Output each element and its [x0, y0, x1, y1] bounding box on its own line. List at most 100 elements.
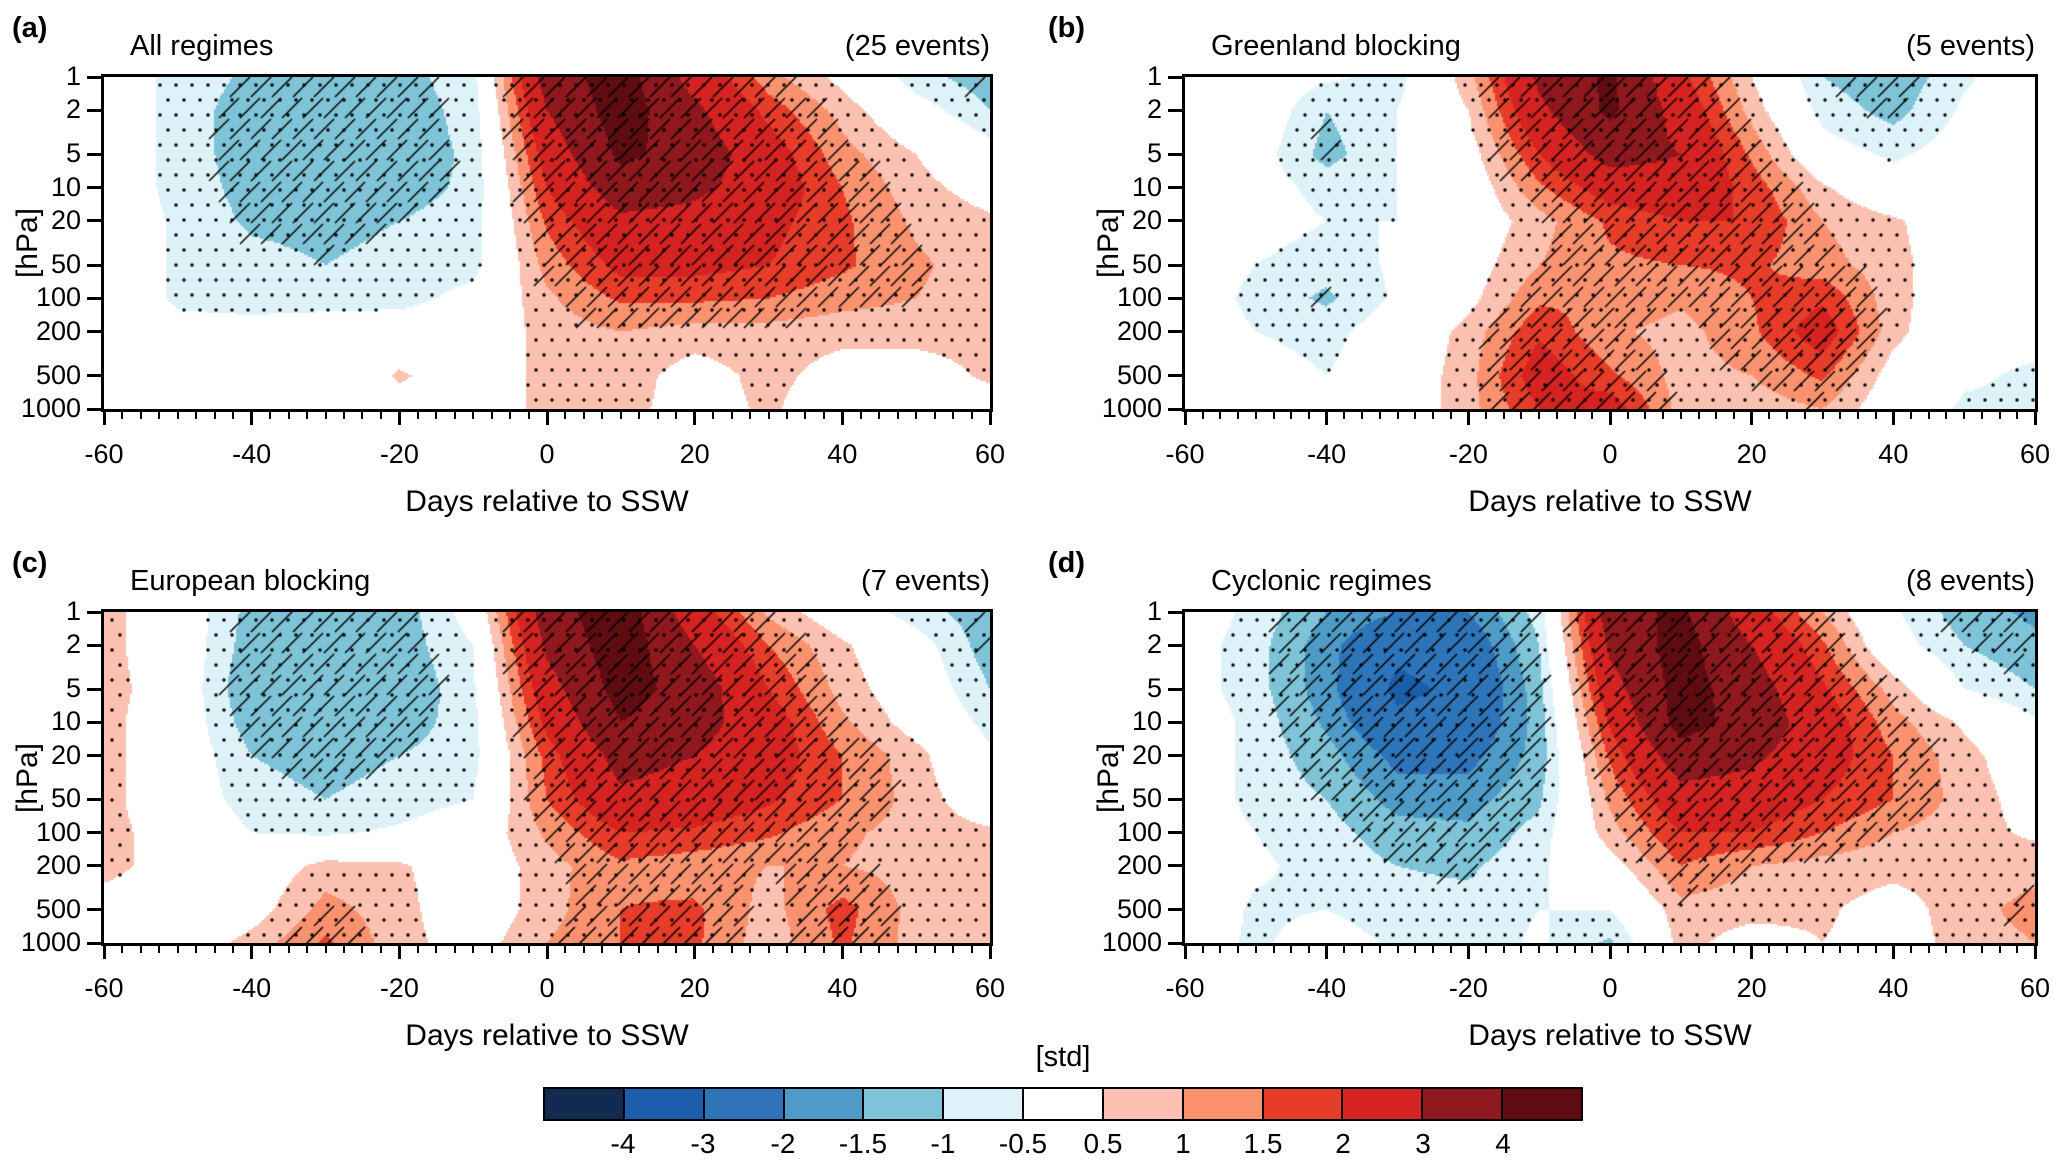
x-minor-tick — [1573, 946, 1576, 953]
panel-letter-a: (a) — [12, 12, 48, 44]
x-minor-tick — [213, 412, 216, 419]
y-tick-label: 1000 — [1101, 393, 1162, 423]
x-major-tick — [1325, 946, 1329, 959]
x-minor-tick — [1662, 412, 1665, 419]
x-major-tick — [988, 412, 992, 425]
y-tick-label: 20 — [1131, 739, 1162, 770]
x-minor-tick — [601, 412, 604, 419]
x-minor-tick — [509, 412, 512, 419]
x-minor-tick — [1254, 412, 1257, 419]
y-tick-label: 100 — [35, 816, 81, 847]
y-tick-label: 500 — [35, 893, 81, 924]
y-tick — [87, 864, 101, 868]
y-tick-label: 100 — [35, 282, 81, 313]
contour-canvas-b — [1185, 77, 2035, 409]
y-tick — [1168, 296, 1182, 300]
y-tick — [1168, 75, 1182, 79]
x-minor-tick — [1910, 946, 1913, 953]
x-minor-tick — [509, 946, 512, 953]
x-minor-tick — [1874, 412, 1877, 419]
x-axis-label-d: Days relative to SSW — [1468, 1019, 1752, 1052]
y-tick-label: 5 — [65, 138, 81, 169]
x-minor-tick — [435, 946, 438, 953]
x-minor-tick — [970, 412, 973, 419]
y-tick — [1168, 186, 1182, 190]
colorbar-tick-label: -0.5 — [998, 1128, 1048, 1159]
x-minor-tick — [1786, 412, 1789, 419]
x-tick-label: 60 — [2019, 973, 2051, 1003]
x-minor-tick — [379, 412, 382, 419]
x-minor-tick — [176, 946, 179, 953]
x-minor-tick — [324, 946, 327, 953]
x-minor-tick — [933, 946, 936, 953]
x-minor-tick — [158, 946, 161, 953]
x-tick-label: 0 — [1602, 973, 1618, 1003]
x-minor-tick — [1431, 412, 1434, 419]
x-minor-tick — [638, 412, 641, 419]
x-major-tick — [1466, 412, 1470, 425]
y-tick-label: 20 — [1131, 204, 1162, 235]
x-minor-tick — [896, 412, 899, 419]
y-tick — [1168, 831, 1182, 835]
x-minor-tick — [1485, 412, 1488, 419]
colorbar-tick-label: 1.5 — [1243, 1128, 1283, 1159]
x-minor-tick — [1201, 412, 1204, 419]
x-minor-tick — [453, 946, 456, 953]
x-minor-tick — [933, 412, 936, 419]
x-minor-tick — [970, 946, 973, 953]
x-minor-tick — [952, 412, 955, 419]
x-major-tick — [1325, 412, 1329, 425]
x-minor-tick — [1732, 946, 1735, 953]
x-minor-tick — [1361, 412, 1364, 419]
x-tick-label: -20 — [1448, 439, 1488, 469]
x-minor-tick — [2016, 412, 2019, 419]
x-minor-tick — [1591, 412, 1594, 419]
y-tick — [1168, 108, 1182, 112]
x-tick-label: -40 — [1307, 439, 1347, 469]
x-minor-tick — [176, 412, 179, 419]
x-minor-tick — [1378, 412, 1381, 419]
x-minor-tick — [1856, 412, 1859, 419]
y-tick-label: 5 — [1146, 673, 1162, 704]
y-tick-label: 100 — [1116, 816, 1162, 847]
x-minor-tick — [878, 946, 881, 953]
x-minor-tick — [269, 412, 272, 419]
x-minor-tick — [1927, 412, 1930, 419]
x-minor-tick — [656, 412, 659, 419]
x-minor-tick — [472, 412, 475, 419]
y-tick — [87, 908, 101, 912]
x-minor-tick — [490, 946, 493, 953]
x-major-tick — [1750, 412, 1754, 425]
x-minor-tick — [767, 946, 770, 953]
x-minor-tick — [1237, 412, 1240, 419]
x-tick-label: 40 — [827, 439, 858, 469]
contour-canvas-d — [1185, 612, 2035, 943]
x-axis-label-a: Days relative to SSW — [405, 485, 689, 518]
y-tick-label: 2 — [1146, 629, 1162, 660]
x-tick-label: 0 — [1602, 439, 1618, 469]
colorbar-segment-5 — [944, 1089, 1025, 1119]
contour-canvas-a — [104, 77, 990, 409]
x-minor-tick — [213, 946, 216, 953]
x-minor-tick — [730, 946, 733, 953]
x-major-tick — [250, 412, 254, 425]
x-minor-tick — [1396, 946, 1399, 953]
x-minor-tick — [361, 412, 364, 419]
x-minor-tick — [1361, 946, 1364, 953]
x-tick-label: 40 — [1878, 439, 1909, 469]
x-minor-tick — [1697, 412, 1700, 419]
events-count-a: (25 events) — [844, 30, 990, 62]
x-minor-tick — [1715, 412, 1718, 419]
x-major-tick — [250, 946, 254, 959]
x-major-tick — [1608, 412, 1612, 425]
y-tick — [1168, 374, 1182, 378]
x-minor-tick — [1839, 946, 1842, 953]
colorbar-segment-12 — [1503, 1089, 1581, 1119]
x-minor-tick — [1998, 946, 2001, 953]
x-tick-label: 60 — [974, 973, 1006, 1003]
colorbar-segment-6 — [1024, 1089, 1104, 1119]
y-tick-label: 1000 — [1101, 927, 1162, 957]
